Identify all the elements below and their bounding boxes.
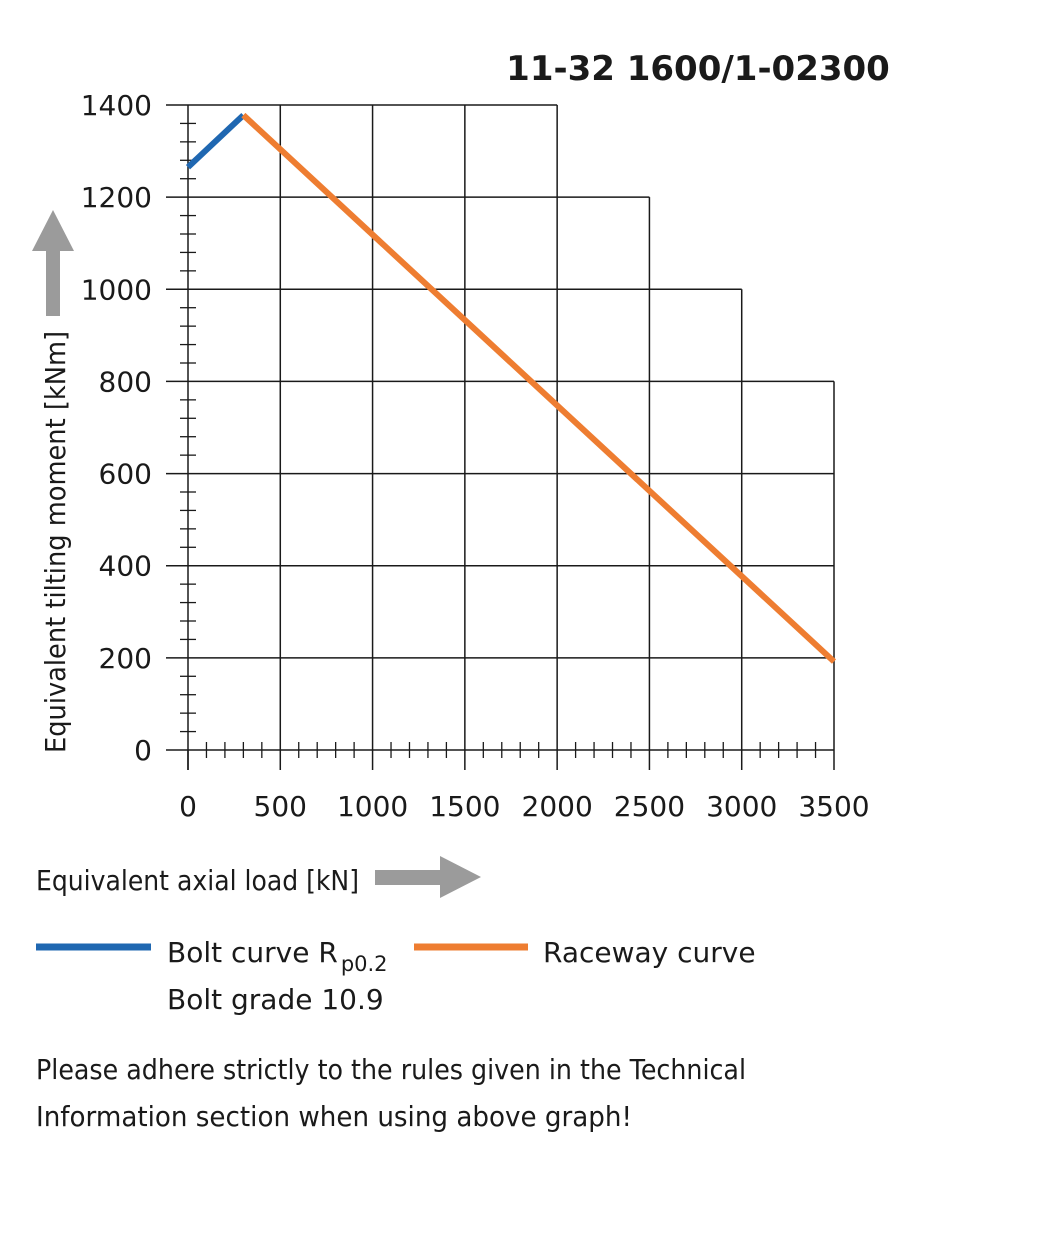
- x-tick-label: 3000: [706, 790, 777, 823]
- y-axis-arrow-icon: [32, 210, 74, 316]
- y-tick-label: 1200: [81, 181, 152, 214]
- x-tick-label: 1500: [429, 790, 500, 823]
- x-tick-label: 500: [254, 790, 307, 823]
- legend-raceway-label: Raceway curve: [543, 936, 756, 969]
- tick-labels: 0 500 1000 1500 2000 2500 3000 3500 0 200 400 600 80…: [81, 89, 870, 823]
- y-tick-label: 400: [99, 550, 152, 583]
- y-tick-label: 600: [99, 458, 152, 491]
- y-tick-label: 1000: [81, 273, 152, 306]
- note-line-1: Please adhere strictly to the rules give…: [36, 1053, 746, 1086]
- series-raceway-curve: [241, 112, 837, 664]
- grid: [166, 104, 835, 770]
- x-axis-arrow-icon: [375, 856, 481, 898]
- legend-bolt-subscript: p0.2: [341, 952, 388, 976]
- y-tick-label: 800: [99, 365, 152, 398]
- x-tick-label: 0: [179, 790, 197, 823]
- legend-bolt-label-main: Bolt curve R: [167, 936, 338, 969]
- x-tick-label: 3500: [798, 790, 869, 823]
- y-axis-label: Equivalent tilting moment [kNm]: [39, 331, 72, 753]
- note-line-2: Information section when using above gra…: [36, 1100, 632, 1133]
- y-tick-label: 1400: [81, 89, 152, 122]
- x-axis-label: Equivalent axial load [kN]: [36, 864, 359, 897]
- chart-title: 11-32 1600/1-02300: [506, 49, 890, 89]
- y-tick-label: 0: [134, 734, 152, 767]
- legend-bolt-grade: Bolt grade 10.9: [167, 983, 384, 1016]
- plot-series: [185, 112, 837, 664]
- x-tick-label: 2500: [614, 790, 685, 823]
- y-tick-label: 200: [99, 642, 152, 675]
- series-bolt-curve: [185, 112, 246, 170]
- axis-ticks: [180, 122, 835, 770]
- x-tick-label: 1000: [337, 790, 408, 823]
- x-tick-label: 2000: [522, 790, 593, 823]
